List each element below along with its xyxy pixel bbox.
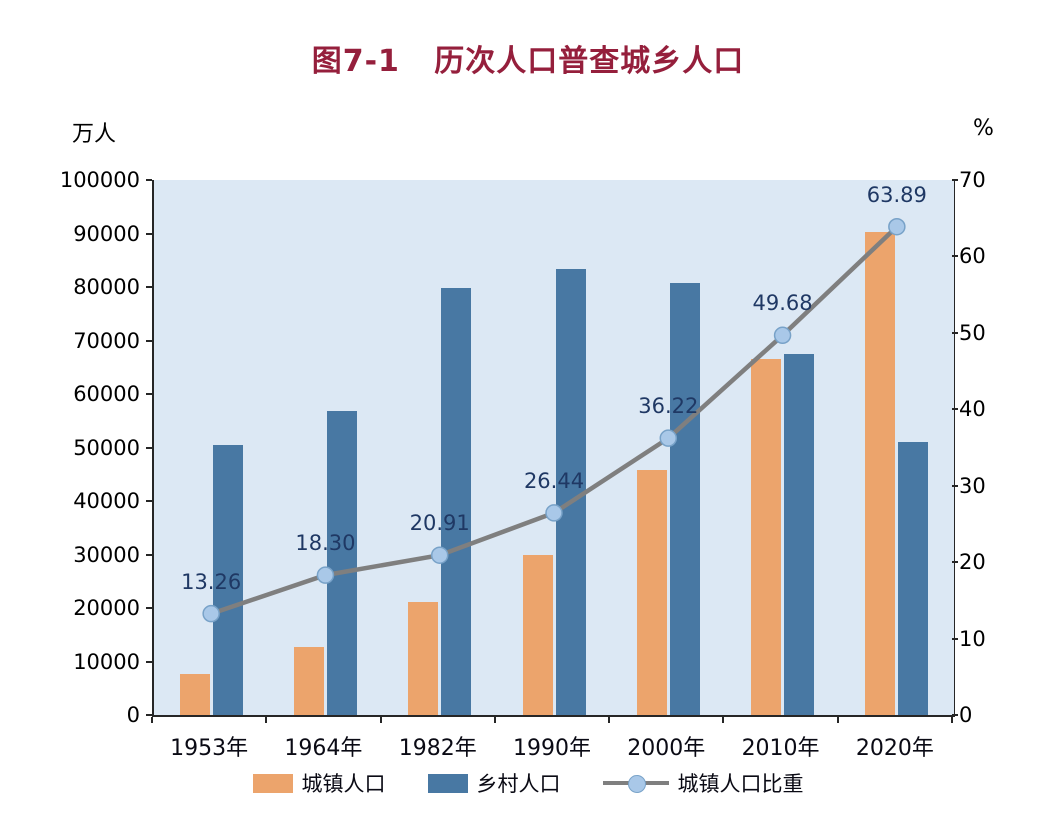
plot-area: 13.26 18.30 20.91 26.44 36.22 49.68 63.89 (152, 180, 955, 717)
x-axis-tickmark (836, 717, 839, 723)
right-axis-tick-20: 20 (959, 550, 986, 575)
bar-urban-1953年 (179, 673, 210, 715)
legend-item-3: 城镇人口比重 (602, 768, 804, 798)
left-axis-tick-60000: 60000 (73, 382, 140, 406)
x-axis-tickmark (951, 717, 953, 723)
left-axis-tick-0: 0 (126, 703, 140, 727)
ratio-value-label-2020年: 63.89 (866, 182, 927, 207)
bar-rural-2000年 (669, 283, 700, 715)
left-axis-unit: 万人 (72, 122, 117, 147)
left-axis-tick-30000: 30000 (73, 542, 140, 567)
legend-marker-icon (627, 775, 646, 793)
right-axis-unit: % (973, 116, 994, 141)
legend-swatch-bar (252, 773, 293, 793)
right-axis-tickmark (952, 561, 958, 564)
x-axis-tickmark (722, 717, 725, 723)
right-axis-tickmark (952, 255, 958, 258)
left-axis-tickmark (146, 232, 152, 235)
left-axis-tickmark (146, 714, 152, 716)
x-axis-label-2020年: 2020年 (855, 736, 934, 761)
bar-urban-1964年 (293, 647, 324, 715)
legend-label: 乡村人口 (476, 772, 561, 796)
legend-swatch-bar (427, 773, 468, 793)
right-axis-tick-30: 30 (959, 473, 986, 498)
x-axis-label-2000年: 2000年 (627, 736, 706, 761)
legend-swatch-line-marker (602, 773, 669, 793)
right-axis-tick-0: 0 (959, 703, 973, 727)
ratio-value-label-1953年: 13.26 (181, 569, 242, 594)
ratio-line-layer (202, 217, 906, 623)
left-axis-tickmark (146, 607, 152, 609)
right-axis-tickmark (952, 714, 958, 716)
left-axis-tickmark (146, 660, 152, 663)
left-axis-tickmark (146, 446, 152, 449)
left-axis-tick-80000: 80000 (73, 275, 140, 299)
bar-urban-2000年 (636, 469, 667, 715)
bar-urban-2020年 (865, 232, 896, 715)
ratio-value-label-1964年: 18.30 (295, 531, 356, 556)
bar-urban-1990年 (522, 554, 553, 715)
bar-urban-1982年 (408, 602, 439, 715)
legend-label: 城镇人口 (301, 772, 386, 796)
left-axis-tick-10000: 10000 (73, 649, 140, 674)
bar-rural-1964年 (326, 411, 357, 715)
left-axis-tick-20000: 20000 (73, 596, 140, 620)
right-axis-tick-10: 10 (959, 626, 986, 651)
left-axis-tickmark (146, 553, 152, 556)
x-axis-label-1990年: 1990年 (513, 736, 591, 761)
right-axis-tickmark (952, 408, 958, 411)
x-axis-tickmark (265, 717, 268, 723)
x-axis-tickmark (493, 717, 496, 723)
left-axis-tick-40000: 40000 (73, 489, 140, 513)
line-marker-2010年 (773, 326, 792, 345)
x-axis-label-1953年: 1953年 (170, 736, 249, 761)
bar-rural-2020年 (898, 442, 929, 715)
left-axis-tick-50000: 50000 (73, 435, 140, 460)
bar-rural-2010年 (784, 354, 815, 715)
right-axis-tick-60: 60 (959, 244, 986, 269)
bar-rural-1982年 (441, 288, 472, 715)
ratio-value-label-1982年: 20.91 (409, 511, 470, 536)
left-axis-tickmark (146, 393, 152, 395)
legend-label: 城镇人口比重 (677, 772, 804, 796)
legend-item-2: 乡村人口 (427, 768, 561, 798)
right-axis-tickmark (952, 484, 958, 487)
ratio-value-label-2000年: 36.22 (638, 394, 699, 419)
left-axis-tickmark (146, 286, 152, 288)
left-axis-tickmark (146, 179, 152, 181)
legend: 城镇人口 乡村人口 城镇人口比重 (0, 768, 1056, 798)
legend-item-1: 城镇人口 (252, 768, 386, 798)
chart-title: 图7-1 历次人口普查城乡人口 (311, 44, 745, 79)
left-axis-tickmark (146, 339, 152, 342)
left-axis-tick-100000: 100000 (59, 168, 140, 192)
x-axis-label-1982年: 1982年 (398, 736, 477, 761)
right-axis-tickmark (952, 637, 958, 640)
right-axis-tickmark (952, 331, 958, 334)
right-axis-tick-70: 70 (959, 168, 986, 192)
right-axis-tick-40: 40 (959, 397, 986, 422)
right-axis-tick-50: 50 (959, 320, 986, 345)
x-axis-tickmark (151, 717, 153, 723)
x-axis-label-2010年: 2010年 (741, 736, 820, 761)
ratio-value-label-2010年: 49.68 (752, 291, 813, 316)
left-axis-tickmark (146, 500, 152, 502)
ratio-value-label-1990年: 26.44 (523, 468, 585, 493)
x-axis-tickmark (379, 717, 382, 723)
left-axis-tick-70000: 70000 (73, 328, 140, 353)
left-axis-tick-90000: 90000 (73, 221, 140, 246)
x-axis-label-1964年: 1964年 (284, 736, 363, 761)
right-axis-tickmark (952, 179, 958, 181)
x-axis-tickmark (608, 717, 611, 723)
bar-urban-2010年 (751, 358, 782, 715)
